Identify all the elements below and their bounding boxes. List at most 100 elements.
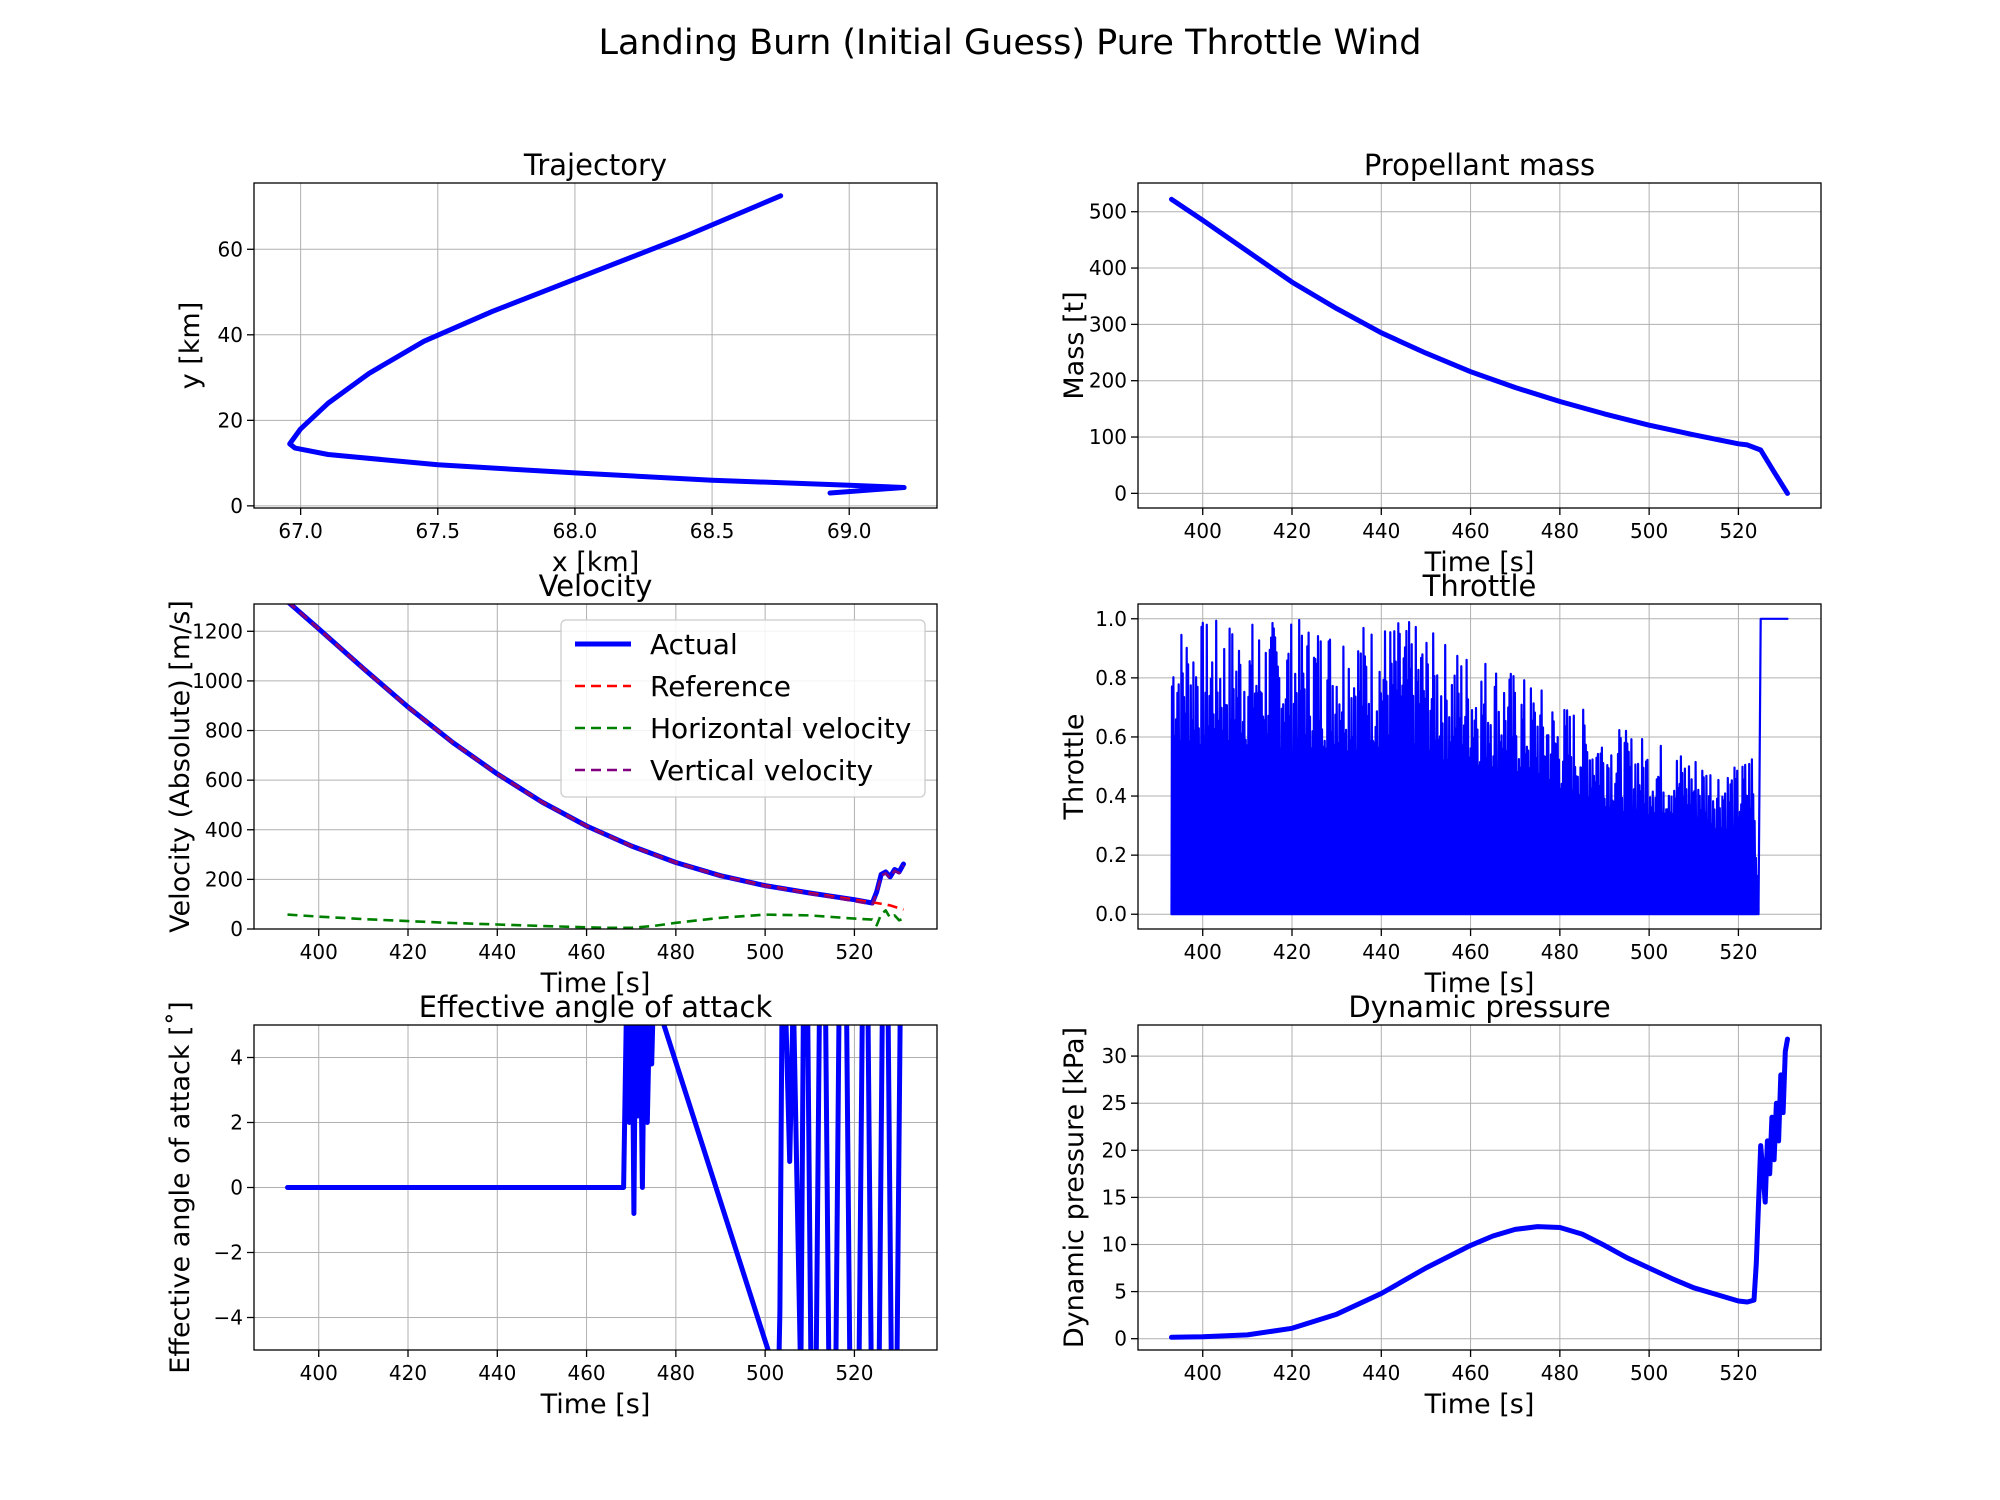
y-tick-label: 200 xyxy=(1089,369,1127,393)
y-axis-label: Velocity (Absolute) [m/s] xyxy=(165,600,196,933)
panel-title: Propellant mass xyxy=(1364,148,1595,182)
y-tick-label: 1000 xyxy=(192,669,243,693)
panel-title: Velocity xyxy=(539,569,653,603)
y-tick-label: −4 xyxy=(214,1306,243,1330)
y-tick-label: 4 xyxy=(230,1046,243,1070)
x-tick-label: 400 xyxy=(1184,1361,1222,1385)
plot-area xyxy=(287,193,907,496)
x-tick-label: 420 xyxy=(1273,519,1311,543)
x-axis-label: Time [s] xyxy=(540,968,651,999)
y-tick-label: 0.8 xyxy=(1095,666,1127,690)
y-tick-label: 400 xyxy=(205,818,243,842)
x-tick-label: 400 xyxy=(1184,940,1222,964)
axes-frame xyxy=(253,603,938,930)
legend-label: Horizontal velocity xyxy=(650,712,911,745)
y-tick-label: 0 xyxy=(230,494,243,518)
y-tick-label: 20 xyxy=(1102,1138,1127,1162)
x-tick-label: 480 xyxy=(1541,940,1579,964)
series-line-vertical-velocity xyxy=(288,604,905,906)
x-tick-label: 67.0 xyxy=(278,519,323,543)
trajectory-panel: 67.0 67.5 68.0 68.5 69.0 0 20 40 60 Trajectory x [… xyxy=(175,148,938,578)
series-line-actual xyxy=(1170,617,1789,916)
x-tick-label: 480 xyxy=(657,940,695,964)
x-tick-label: 520 xyxy=(835,1361,873,1385)
y-tick-label: 0.6 xyxy=(1095,725,1127,749)
x-tick-label: 480 xyxy=(1541,1361,1579,1385)
x-tick-label: 520 xyxy=(1719,519,1757,543)
angle-of-attack-panel: 400 420 440 460 480 500 520 −4 −2 0 2 4 Effective an… xyxy=(165,990,938,1420)
x-tick-label: 420 xyxy=(1273,940,1311,964)
axes-frame xyxy=(1137,1024,1822,1351)
x-tick-label: 500 xyxy=(1630,940,1668,964)
y-tick-label: 0.0 xyxy=(1095,902,1127,926)
y-tick-label: 0.4 xyxy=(1095,784,1127,808)
y-tick-label: 15 xyxy=(1102,1185,1127,1209)
series-line-actual xyxy=(287,193,907,496)
x-tick-label: 440 xyxy=(1362,519,1400,543)
y-tick-label: −2 xyxy=(214,1241,243,1265)
throttle-panel: 400 420 440 460 480 500 520 0.0 0.2 0.4 0.6 0.8 1.0 T… xyxy=(1059,569,1822,999)
x-tick-label: 68.0 xyxy=(553,519,598,543)
y-axis-label: Effective angle of attack [˚] xyxy=(165,1001,196,1373)
x-tick-label: 500 xyxy=(746,1361,784,1385)
x-tick-label: 520 xyxy=(1719,1361,1757,1385)
y-tick-label: 0 xyxy=(1114,1327,1127,1351)
y-tick-label: 5 xyxy=(1114,1280,1127,1304)
axes-frame xyxy=(1137,182,1822,509)
axes-frame xyxy=(253,182,938,509)
x-tick-label: 440 xyxy=(1362,940,1400,964)
y-tick-label: 1.0 xyxy=(1095,607,1127,631)
x-tick-label: 460 xyxy=(1451,940,1489,964)
x-tick-label: 520 xyxy=(835,940,873,964)
y-tick-label: 25 xyxy=(1102,1091,1127,1115)
velocity-panel: 400 420 440 460 480 500 520 0 200 400 600 800 1000 12… xyxy=(165,569,938,999)
panel-title: Trajectory xyxy=(523,148,667,182)
legend-label: Actual xyxy=(650,628,738,661)
x-tick-label: 460 xyxy=(567,1361,605,1385)
legend-box xyxy=(560,619,926,798)
x-tick-label: 460 xyxy=(1451,519,1489,543)
x-tick-label: 68.5 xyxy=(690,519,735,543)
y-tick-label: 800 xyxy=(205,719,243,743)
x-tick-label: 420 xyxy=(1273,1361,1311,1385)
y-tick-label: 500 xyxy=(1089,200,1127,224)
x-tick-label: 400 xyxy=(300,1361,338,1385)
x-axis-label: Time [s] xyxy=(1424,968,1535,999)
legend: Actual Reference Horizontal velocity Vertic… xyxy=(560,619,926,798)
x-tick-label: 500 xyxy=(1630,1361,1668,1385)
panel-title: Effective angle of attack xyxy=(419,990,773,1024)
suptitle: Landing Burn (Initial Guess) Pure Thrott… xyxy=(599,23,1422,63)
y-tick-label: 60 xyxy=(218,237,243,261)
x-tick-label: 69.0 xyxy=(827,519,872,543)
series-line-actual xyxy=(285,1025,903,1350)
x-tick-label: 500 xyxy=(746,940,784,964)
y-tick-label: 1200 xyxy=(192,619,243,643)
y-tick-label: 30 xyxy=(1102,1044,1127,1068)
y-tick-label: 2 xyxy=(230,1111,243,1135)
panel-title: Throttle xyxy=(1422,569,1537,603)
y-tick-label: 300 xyxy=(1089,312,1127,336)
propellant-mass-panel: 400 420 440 460 480 500 520 0 100 200 300 400 500 Pro… xyxy=(1059,148,1822,578)
x-tick-label: 520 xyxy=(1719,940,1757,964)
y-tick-label: 400 xyxy=(1089,256,1127,280)
x-axis-label: Time [s] xyxy=(1424,547,1535,578)
y-tick-label: 200 xyxy=(205,867,243,891)
legend-label: Vertical velocity xyxy=(650,754,873,787)
plot-area xyxy=(285,1025,903,1350)
x-tick-label: 400 xyxy=(1184,519,1222,543)
axes-frame xyxy=(1137,603,1822,930)
x-tick-label: 480 xyxy=(1541,519,1579,543)
plot-area xyxy=(1169,196,1790,496)
series-line-horizontal-velocity xyxy=(287,909,904,929)
y-tick-label: 0.2 xyxy=(1095,843,1127,867)
y-tick-label: 40 xyxy=(218,323,243,347)
x-tick-label: 440 xyxy=(478,1361,516,1385)
y-axis-label: Dynamic pressure [kPa] xyxy=(1059,1027,1090,1348)
x-tick-label: 420 xyxy=(389,1361,427,1385)
x-tick-label: 420 xyxy=(389,940,427,964)
axes-frame xyxy=(253,1024,938,1351)
plot-area xyxy=(1170,617,1789,916)
x-axis-label: x [km] xyxy=(552,547,640,578)
panel-title: Dynamic pressure xyxy=(1348,990,1610,1024)
